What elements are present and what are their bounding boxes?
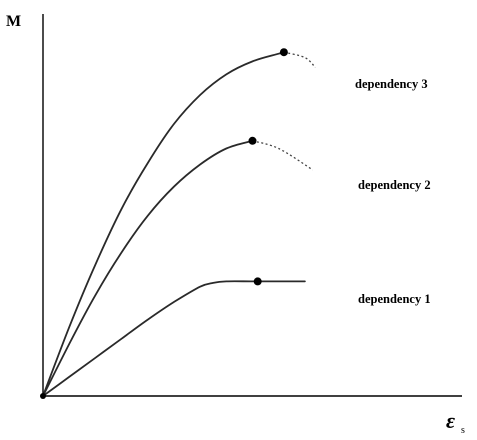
series-dependency-3 (42, 48, 316, 397)
origin-point (40, 393, 46, 399)
y-axis-label: M (6, 13, 21, 30)
series-extension-dependency-3 (283, 51, 316, 68)
series-marker-dependency-2 (248, 136, 257, 145)
series-dependency-1 (42, 277, 306, 397)
series-marker-dependency-1 (253, 277, 262, 286)
series-layer (40, 48, 316, 399)
series-line-dependency-3 (42, 51, 285, 397)
series-line-dependency-2 (42, 139, 254, 397)
series-label-dependency-1: dependency 1 (358, 292, 431, 306)
series-extension-dependency-2 (252, 140, 314, 171)
series-marker-dependency-3 (279, 48, 288, 57)
series-line-dependency-1 (42, 280, 306, 397)
series-label-dependency-3: dependency 3 (355, 77, 428, 91)
x-axis-label-subscript: s (461, 425, 465, 436)
series-dependency-2 (42, 136, 314, 397)
x-axis-label: ε (446, 408, 455, 433)
series-label-dependency-2: dependency 2 (358, 178, 431, 192)
legend-labels: dependency 1 dependency 2 dependency 3 (355, 77, 431, 306)
